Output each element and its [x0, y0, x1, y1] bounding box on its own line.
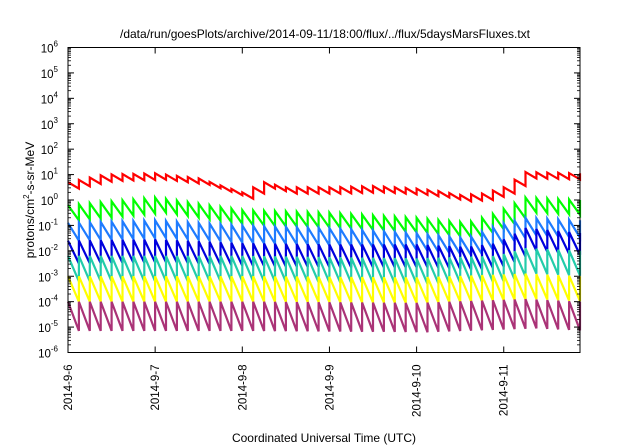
x-axis-label: Coordinated Universal Time (UTC) [232, 431, 416, 445]
y-tick-exponent: 0 [54, 192, 59, 201]
y-tick-label: 10-6 [38, 345, 58, 361]
y-tick-label: 100 [41, 192, 59, 208]
y-tick-exponent: 3 [54, 116, 59, 125]
chart-title: /data/run/goesPlots/archive/2014-09-11/1… [120, 27, 531, 41]
y-tick-base: 10 [38, 272, 51, 284]
y-tick-exponent: -5 [51, 319, 59, 328]
y-tick-label: 102 [41, 141, 59, 157]
y-tick-base: 10 [41, 69, 54, 81]
y-tick-label: 10-5 [38, 319, 58, 335]
x-tick-label: 2014-9-8 [237, 365, 249, 411]
x-tick-label: 2014-9-6 [63, 365, 75, 411]
y-tick-base: 10 [38, 221, 51, 233]
y-tick-base: 10 [38, 323, 51, 335]
x-tick-label: 2014-9-7 [150, 365, 162, 411]
series-line-7 [66, 298, 582, 333]
y-tick-base: 10 [41, 171, 54, 183]
series-layer [66, 170, 582, 333]
y-axis-label-rest: -s-sr-MeV [23, 142, 37, 195]
y-tick-label: 103 [41, 116, 59, 132]
y-tick-label: 10-2 [38, 243, 58, 259]
y-tick-base: 10 [38, 349, 51, 361]
series-line-1 [67, 170, 582, 204]
y-tick-exponent: 2 [54, 141, 59, 150]
x-tick-label: 2014-9-11 [499, 365, 511, 417]
y-axis: 10-610-510-410-310-210-11001011021031041… [38, 40, 580, 361]
y-tick-label: 10-1 [38, 217, 58, 233]
y-tick-label: 10-3 [38, 268, 58, 284]
y-tick-exponent: 6 [54, 40, 59, 49]
y-tick-exponent: -3 [51, 268, 59, 277]
y-tick-exponent: -1 [51, 217, 59, 226]
x-tick-label: 2014-9-9 [324, 365, 336, 411]
y-tick-exponent: 4 [54, 90, 59, 99]
y-tick-exponent: 5 [54, 65, 59, 74]
x-tick-label: 2014-9-10 [412, 365, 424, 417]
y-tick-exponent: -6 [51, 345, 59, 354]
y-tick-base: 10 [41, 44, 54, 56]
y-axis-label-main: protons/cm [23, 199, 37, 258]
y-tick-base: 10 [41, 145, 54, 157]
y-tick-label: 106 [41, 40, 59, 56]
y-tick-label: 101 [41, 167, 59, 183]
x-axis: 2014-9-6 2014-9-7 2014-9-8 2014-9-9 2014-9-1… [63, 47, 511, 417]
y-tick-base: 10 [38, 247, 51, 259]
y-tick-label: 10-4 [38, 294, 58, 310]
y-axis-label-exponent: 2 [22, 194, 31, 199]
y-tick-label: 105 [41, 65, 59, 81]
y-tick-exponent: -4 [51, 294, 59, 303]
y-tick-base: 10 [41, 196, 54, 208]
y-tick-exponent: 1 [54, 167, 59, 176]
y-axis-label: protons/cm2-s-sr-MeV [22, 142, 37, 258]
series-line-6 [66, 273, 582, 304]
y-tick-base: 10 [41, 94, 54, 106]
y-tick-exponent: -2 [51, 243, 59, 252]
y-tick-base: 10 [41, 120, 54, 132]
y-tick-base: 10 [38, 298, 51, 310]
y-tick-label: 104 [41, 90, 59, 106]
